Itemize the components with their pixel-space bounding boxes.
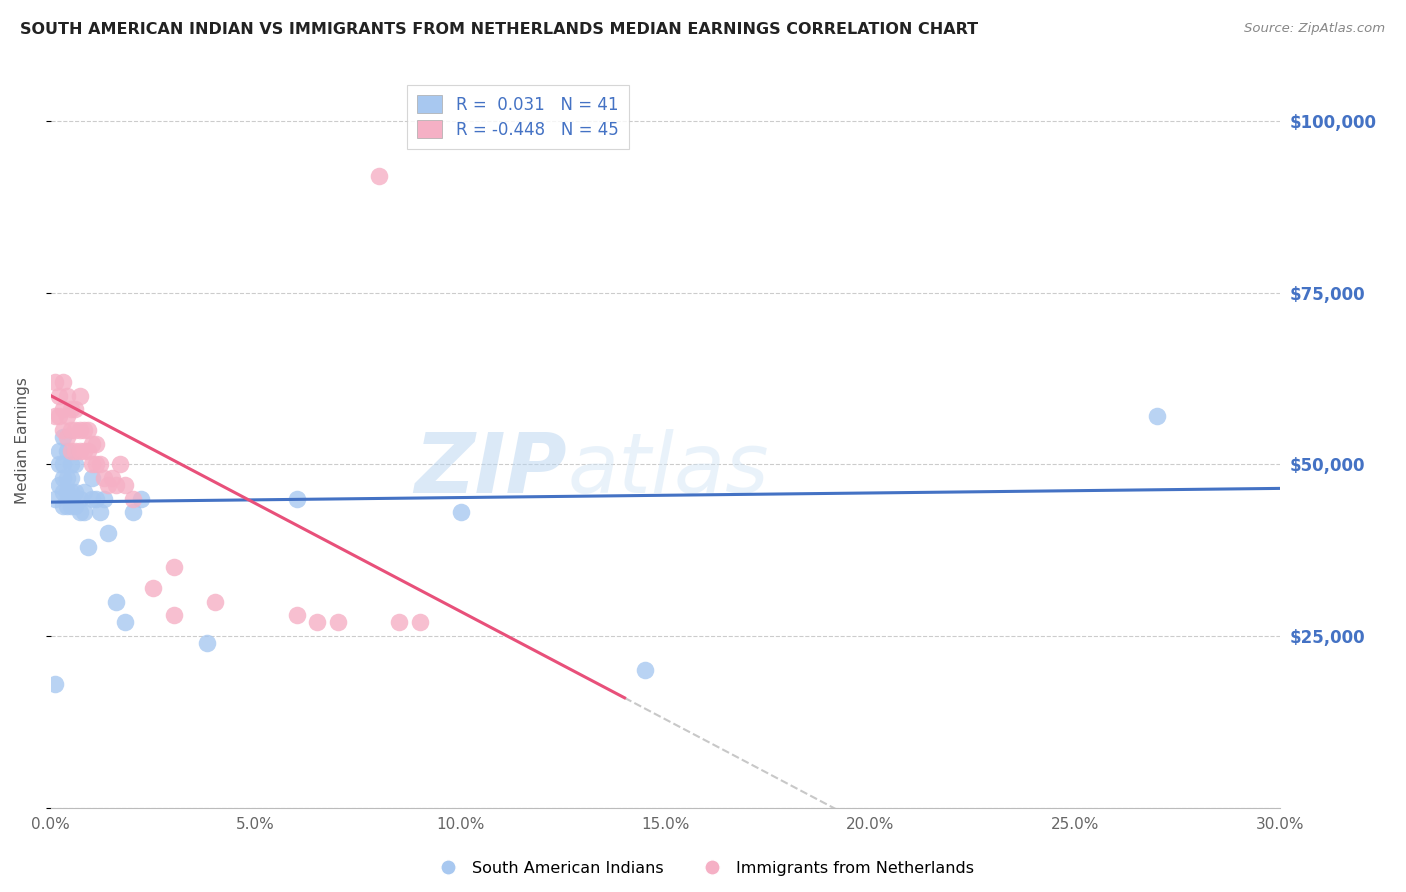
Point: [52, 484, 75, 499]
Point: [72, 484, 94, 499]
Point: [56, 499, 79, 513]
Point: [114, 478, 136, 492]
Point: [129, 491, 152, 506]
Point: [69, 491, 91, 506]
Point: [388, 615, 411, 630]
Point: [105, 595, 128, 609]
Point: [56, 471, 79, 485]
Point: [93, 491, 115, 506]
Point: [44, 491, 66, 506]
Point: [65, 423, 87, 437]
Point: [48, 389, 70, 403]
Point: [84, 458, 107, 472]
Point: [101, 471, 124, 485]
Point: [80, 471, 103, 485]
Point: [76, 423, 98, 437]
Point: [65, 458, 87, 472]
Point: [56, 430, 79, 444]
Point: [44, 375, 66, 389]
Point: [60, 402, 83, 417]
Text: SOUTH AMERICAN INDIAN VS IMMIGRANTS FROM NETHERLANDS MEDIAN EARNINGS CORRELATION: SOUTH AMERICAN INDIAN VS IMMIGRANTS FROM…: [20, 22, 977, 37]
Point: [163, 560, 186, 574]
Point: [48, 478, 70, 492]
Legend: R =  0.031   N = 41, R = -0.448   N = 45: R = 0.031 N = 41, R = -0.448 N = 45: [408, 85, 628, 149]
Point: [52, 458, 75, 472]
Point: [44, 677, 66, 691]
Point: [105, 478, 128, 492]
Point: [285, 491, 308, 506]
Point: [163, 608, 186, 623]
Text: atlas: atlas: [567, 429, 769, 510]
Point: [56, 443, 79, 458]
Point: [110, 458, 132, 472]
Point: [60, 499, 83, 513]
Point: [56, 389, 79, 403]
Point: [65, 484, 87, 499]
Point: [72, 423, 94, 437]
Point: [89, 505, 111, 519]
Point: [84, 491, 107, 506]
Point: [634, 664, 657, 678]
Point: [69, 423, 91, 437]
Point: [97, 478, 120, 492]
Point: [80, 436, 103, 450]
Point: [52, 471, 75, 485]
Point: [48, 443, 70, 458]
Point: [65, 443, 87, 458]
Point: [121, 491, 143, 506]
Point: [76, 540, 98, 554]
Point: [326, 615, 349, 630]
Point: [60, 471, 83, 485]
Point: [48, 409, 70, 424]
Point: [60, 458, 83, 472]
Point: [89, 458, 111, 472]
Point: [65, 402, 87, 417]
Point: [93, 471, 115, 485]
Text: ZIP: ZIP: [415, 429, 567, 510]
Point: [114, 615, 136, 630]
Point: [69, 443, 91, 458]
Point: [408, 615, 430, 630]
Point: [142, 581, 165, 595]
Point: [44, 409, 66, 424]
Point: [204, 595, 226, 609]
Point: [69, 505, 91, 519]
Point: [69, 389, 91, 403]
Point: [56, 409, 79, 424]
Point: [52, 423, 75, 437]
Point: [84, 436, 107, 450]
Point: [76, 443, 98, 458]
Point: [48, 458, 70, 472]
Point: [307, 615, 329, 630]
Point: [65, 499, 87, 513]
Point: [72, 505, 94, 519]
Point: [52, 430, 75, 444]
Legend: South American Indians, Immigrants from Netherlands: South American Indians, Immigrants from …: [426, 855, 980, 882]
Point: [1146, 409, 1168, 424]
Point: [60, 484, 83, 499]
Point: [80, 491, 103, 506]
Point: [450, 505, 472, 519]
Point: [72, 443, 94, 458]
Point: [56, 484, 79, 499]
Point: [52, 499, 75, 513]
Point: [121, 505, 143, 519]
Point: [285, 608, 308, 623]
Point: [195, 636, 218, 650]
Text: Source: ZipAtlas.com: Source: ZipAtlas.com: [1244, 22, 1385, 36]
Y-axis label: Median Earnings: Median Earnings: [15, 377, 30, 504]
Point: [367, 169, 389, 183]
Point: [60, 443, 83, 458]
Point: [80, 458, 103, 472]
Point: [52, 402, 75, 417]
Point: [52, 375, 75, 389]
Point: [60, 423, 83, 437]
Point: [97, 526, 120, 541]
